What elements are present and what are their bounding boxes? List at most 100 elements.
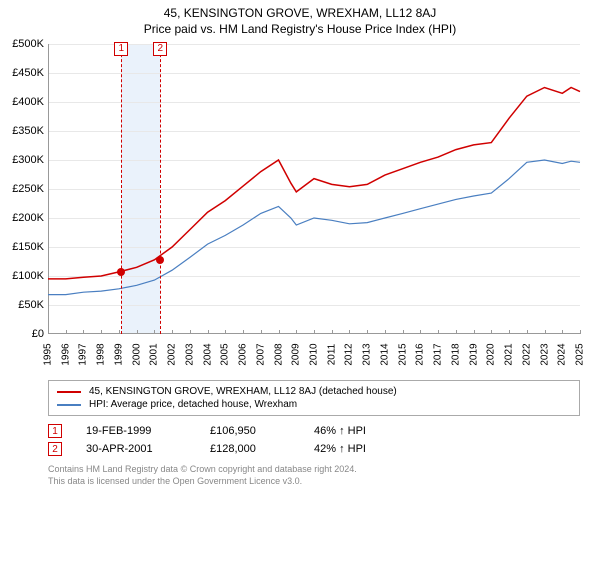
x-axis-label: 2010 [309, 343, 320, 365]
x-axis-label: 1995 [43, 343, 54, 365]
x-tick [190, 330, 191, 334]
x-tick [474, 330, 475, 334]
marker-vline [121, 44, 122, 334]
copyright-line: Contains HM Land Registry data © Crown c… [48, 464, 580, 476]
copyright-line: This data is licensed under the Open Gov… [48, 476, 580, 488]
legend-label: HPI: Average price, detached house, Wrex… [89, 399, 297, 410]
x-axis-label: 2018 [450, 343, 461, 365]
copyright: Contains HM Land Registry data © Crown c… [48, 464, 580, 487]
x-tick [562, 330, 563, 334]
x-axis-label: 2008 [273, 343, 284, 365]
y-axis-label: £50K [2, 299, 44, 311]
x-axis-label: 2006 [238, 343, 249, 365]
x-tick [438, 330, 439, 334]
y-axis-label: £250K [2, 183, 44, 195]
x-tick [261, 330, 262, 334]
x-tick [243, 330, 244, 334]
y-axis-label: £300K [2, 154, 44, 166]
x-tick [527, 330, 528, 334]
y-axis-label: £0 [2, 328, 44, 340]
x-tick [403, 330, 404, 334]
chart-svg [48, 44, 580, 334]
x-tick [225, 330, 226, 334]
series-line [48, 88, 580, 279]
tx-hpi: 46% ↑ HPI [314, 425, 394, 437]
y-axis-label: £350K [2, 125, 44, 137]
x-axis-label: 1998 [96, 343, 107, 365]
x-axis-label: 2001 [149, 343, 160, 365]
x-axis-label: 2005 [220, 343, 231, 365]
x-axis-label: 2020 [486, 343, 497, 365]
x-tick [296, 330, 297, 334]
tx-badge: 2 [48, 442, 62, 456]
y-axis-label: £400K [2, 96, 44, 108]
chart-area: £0£50K£100K£150K£200K£250K£300K£350K£400… [48, 44, 580, 374]
x-axis-label: 2021 [504, 343, 515, 365]
x-axis-label: 1999 [113, 343, 124, 365]
y-axis-label: £200K [2, 212, 44, 224]
x-tick [420, 330, 421, 334]
x-tick [314, 330, 315, 334]
x-axis-label: 2017 [433, 343, 444, 365]
x-axis-label: 2003 [184, 343, 195, 365]
marker-vline [160, 44, 161, 334]
x-axis-label: 2015 [397, 343, 408, 365]
transaction-dot [156, 256, 164, 264]
transaction-row: 2 30-APR-2001 £128,000 42% ↑ HPI [48, 440, 580, 458]
x-axis-label: 2023 [539, 343, 550, 365]
tx-hpi: 42% ↑ HPI [314, 443, 394, 455]
legend-label: 45, KENSINGTON GROVE, WREXHAM, LL12 8AJ … [89, 386, 397, 397]
y-axis-label: £450K [2, 67, 44, 79]
legend-item: 45, KENSINGTON GROVE, WREXHAM, LL12 8AJ … [57, 385, 571, 398]
x-axis-label: 2025 [575, 343, 586, 365]
tx-badge: 1 [48, 424, 62, 438]
x-axis-label: 2004 [202, 343, 213, 365]
tx-price: £106,950 [210, 425, 290, 437]
x-tick [491, 330, 492, 334]
x-axis-label: 2009 [291, 343, 302, 365]
legend: 45, KENSINGTON GROVE, WREXHAM, LL12 8AJ … [48, 380, 580, 416]
x-axis-label: 2000 [131, 343, 142, 365]
x-tick [119, 330, 120, 334]
transactions: 1 19-FEB-1999 £106,950 46% ↑ HPI 2 30-AP… [48, 422, 580, 458]
tx-price: £128,000 [210, 443, 290, 455]
x-axis-label: 2013 [362, 343, 373, 365]
x-axis-label: 2022 [521, 343, 532, 365]
x-tick [332, 330, 333, 334]
x-tick [101, 330, 102, 334]
x-tick [208, 330, 209, 334]
x-axis-label: 1996 [60, 343, 71, 365]
x-tick [172, 330, 173, 334]
y-axis-label: £500K [2, 38, 44, 50]
y-axis-label: £100K [2, 270, 44, 282]
marker-badge: 1 [114, 42, 128, 56]
legend-swatch [57, 391, 81, 393]
x-axis-label: 1997 [78, 343, 89, 365]
x-tick [137, 330, 138, 334]
chart-subtitle: Price paid vs. HM Land Registry's House … [0, 22, 600, 36]
x-tick [154, 330, 155, 334]
x-tick [456, 330, 457, 334]
x-axis-label: 2014 [379, 343, 390, 365]
x-axis-label: 2012 [344, 343, 355, 365]
y-axis-label: £150K [2, 241, 44, 253]
x-axis-label: 2019 [468, 343, 479, 365]
tx-date: 19-FEB-1999 [86, 425, 186, 437]
chart-container: 45, KENSINGTON GROVE, WREXHAM, LL12 8AJ … [0, 6, 600, 566]
x-axis-label: 2011 [326, 344, 337, 366]
tx-date: 30-APR-2001 [86, 443, 186, 455]
legend-swatch [57, 404, 81, 406]
x-tick [279, 330, 280, 334]
x-tick [509, 330, 510, 334]
x-axis-label: 2002 [167, 343, 178, 365]
legend-item: HPI: Average price, detached house, Wrex… [57, 398, 571, 411]
marker-badge: 2 [153, 42, 167, 56]
chart-title: 45, KENSINGTON GROVE, WREXHAM, LL12 8AJ [0, 6, 600, 20]
series-line [48, 160, 580, 295]
x-tick [580, 330, 581, 334]
x-tick [48, 330, 49, 334]
x-axis-label: 2007 [255, 343, 266, 365]
x-tick [367, 330, 368, 334]
transaction-dot [117, 268, 125, 276]
x-axis-label: 2024 [557, 343, 568, 365]
